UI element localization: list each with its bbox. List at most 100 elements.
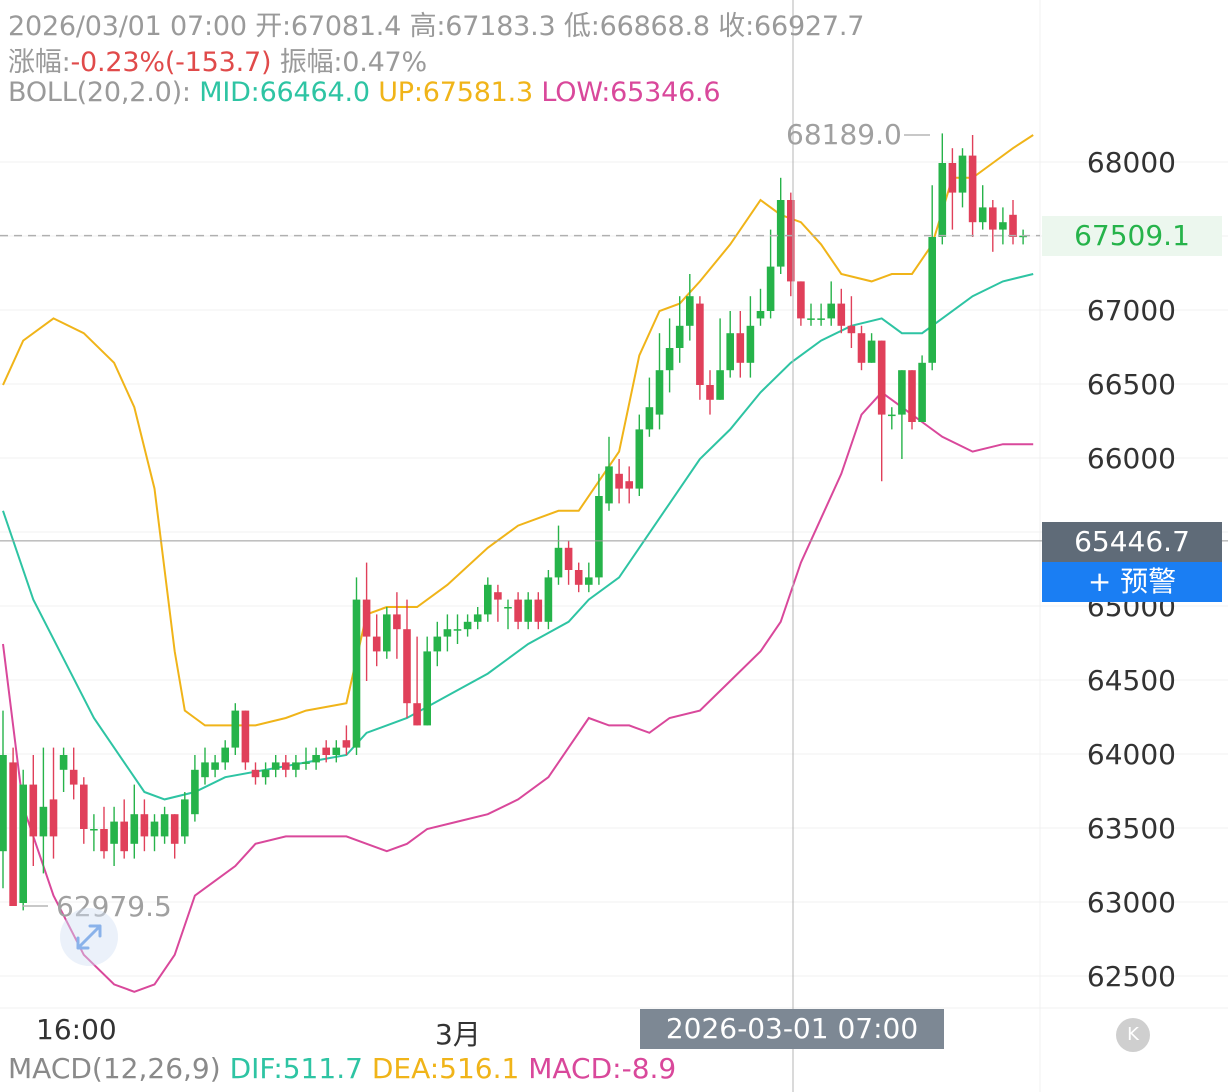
candle-body: [908, 370, 916, 422]
close-value: 66927.7: [753, 11, 865, 42]
candle-body: [39, 806, 48, 837]
candle-body: [29, 784, 38, 837]
header-date: 2026/03/01 07:00: [8, 11, 247, 42]
macd-header: MACD(12,26,9) DIF:511.7 DEA:516.1 MACD:-…: [8, 1052, 676, 1085]
max-price-annotation: 68189.0: [786, 118, 902, 151]
y-tick-label: 66000: [1086, 442, 1176, 475]
candle-body: [686, 296, 694, 326]
candle-body: [100, 829, 108, 852]
candle-body: [292, 762, 300, 770]
candle-body: [231, 710, 240, 748]
candle-body: [564, 547, 573, 570]
candle-body: [130, 814, 139, 844]
candle-body: [1009, 214, 1017, 237]
min-price-annotation: 62979.5: [56, 890, 172, 923]
candle-body: [241, 710, 250, 763]
boll-lower-line: [2, 391, 1034, 993]
candle-body: [746, 325, 755, 363]
candle-body: [19, 784, 27, 903]
candle-body: [615, 473, 623, 489]
candle-body: [898, 370, 906, 415]
crosshair-price-tag: 65446.7: [1042, 522, 1222, 562]
candle-body: [534, 599, 543, 622]
y-tick-label: 64000: [1086, 738, 1176, 771]
candle-body: [544, 577, 553, 622]
x-tick-label: 3月: [435, 1018, 481, 1051]
low-value: 66868.8: [599, 11, 710, 42]
expand-icon[interactable]: [60, 908, 118, 966]
macd-hist: MACD:-8.9: [528, 1052, 677, 1085]
candle-body: [170, 814, 179, 844]
candle-body: [413, 703, 421, 726]
y-tick-label: 68000: [1086, 146, 1176, 179]
candle-body: [968, 155, 977, 223]
candle-body: [867, 340, 876, 363]
crosshair-time-label: 2026-03-01 07:00: [640, 1009, 944, 1049]
candle-body: [766, 266, 775, 311]
candle-body: [271, 762, 280, 770]
candle-body: [797, 281, 805, 319]
expand-arrows-icon: [76, 924, 102, 950]
candle-body: [484, 584, 492, 615]
candle-body: [221, 747, 229, 763]
candle-body: [696, 303, 704, 385]
candle-body: [635, 429, 644, 489]
amplitude-label: 振幅:: [279, 47, 343, 78]
x-tick-label: 16:00: [36, 1013, 117, 1046]
y-tick-label: 66500: [1086, 368, 1176, 401]
candle-body: [756, 311, 765, 319]
ohlc-header: 2026/03/01 07:00 开:67081.4 高:67183.3 低:6…: [8, 4, 864, 43]
candle-body: [362, 599, 371, 637]
candle-body: [736, 333, 745, 363]
candle-body: [261, 769, 270, 778]
candle-body: [857, 333, 866, 363]
k-line-button[interactable]: K: [1116, 1018, 1150, 1052]
y-tick-label: 64500: [1086, 664, 1176, 697]
candle-body: [514, 599, 522, 622]
candle-body: [948, 163, 957, 193]
candle-body: [443, 629, 452, 637]
close-label: 收:: [718, 11, 754, 42]
candle-body: [9, 762, 17, 906]
candle-body: [787, 200, 795, 282]
candle-body: [282, 762, 290, 770]
candle-body: [999, 222, 1007, 230]
candle-body: [69, 769, 78, 785]
candle-body: [827, 303, 835, 319]
add-alert-button[interactable]: + 预警: [1042, 562, 1222, 602]
boll-mid-value: MID:66464.0: [199, 77, 370, 108]
candle-body: [1019, 235, 1027, 238]
bollinger-bands: [2, 134, 1034, 993]
candle-body: [322, 747, 330, 755]
candle-body: [211, 762, 219, 770]
candle-body: [595, 496, 603, 578]
candle-body: [49, 799, 58, 837]
candle-body: [716, 370, 724, 400]
y-tick-label: 63500: [1086, 812, 1176, 845]
candle-body: [140, 814, 149, 837]
candle-body: [585, 577, 593, 585]
y-tick-label: 67000: [1086, 294, 1176, 327]
candle-body: [403, 629, 411, 704]
candle-body: [494, 592, 502, 600]
macd-dif: DIF:511.7: [229, 1052, 363, 1085]
candle-body: [675, 325, 684, 348]
candle-body: [554, 547, 563, 578]
candle-body: [776, 200, 785, 267]
candle-body: [312, 755, 320, 763]
high-label: 高:: [409, 11, 446, 42]
candle-body: [463, 621, 472, 630]
candle-body: [847, 325, 856, 334]
candle-body: [807, 318, 815, 320]
high-value: 67183.3: [445, 11, 556, 42]
candle-body: [504, 607, 512, 609]
candle-body: [59, 755, 68, 770]
candle-body: [655, 370, 664, 415]
candle-body: [201, 762, 209, 778]
boll-low-value: LOW:65346.6: [541, 77, 721, 108]
amplitude-value: 0.47%: [342, 47, 427, 78]
candle-body: [706, 385, 714, 400]
candle-body: [342, 740, 351, 748]
